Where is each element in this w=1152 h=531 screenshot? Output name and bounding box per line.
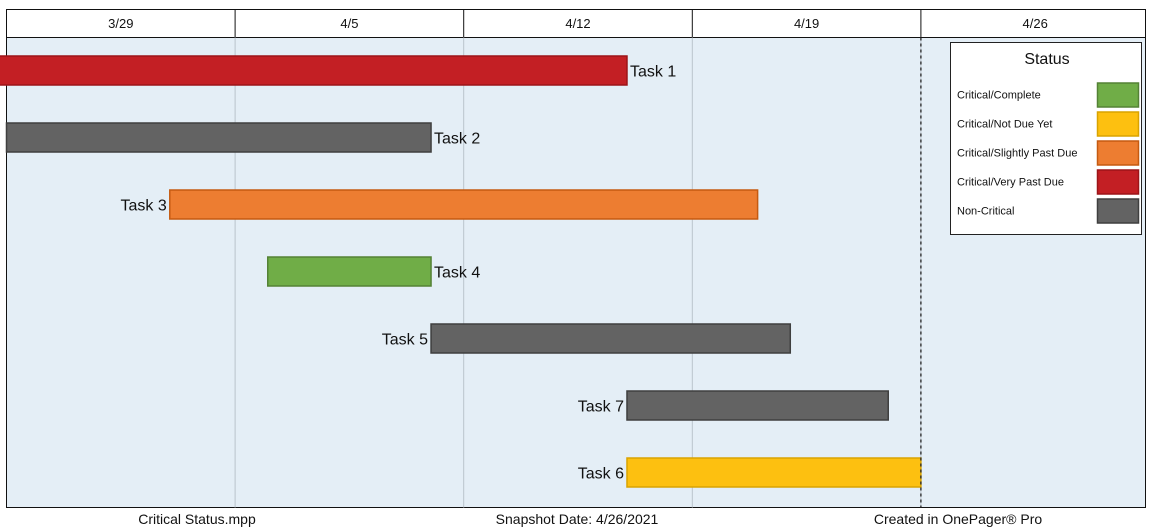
task-bar[interactable]: [430, 323, 792, 354]
task-bar[interactable]: [0, 55, 628, 86]
legend-swatch: [1096, 169, 1140, 195]
task-bar[interactable]: [626, 390, 889, 421]
task-label: Task 7: [578, 399, 624, 416]
task-bar[interactable]: [267, 256, 432, 287]
legend: Status Critical/Complete Critical/Not Due…: [950, 42, 1142, 235]
footer-file-name: Critical Status.mpp: [138, 511, 256, 527]
task-bar[interactable]: [5, 122, 432, 153]
task-bar[interactable]: [626, 457, 922, 488]
legend-label: Critical/Complete: [957, 90, 1041, 102]
footer-credit: Created in OnePager® Pro: [874, 511, 1043, 527]
legend-swatch: [1096, 82, 1140, 108]
task-label: Task 1: [630, 64, 676, 81]
legend-swatch: [1096, 140, 1140, 166]
task-bar[interactable]: [169, 189, 759, 220]
task-label: Task 3: [121, 198, 167, 215]
legend-title: Status: [1024, 51, 1069, 68]
legend-label: Non-Critical: [957, 206, 1014, 218]
legend-swatch: [1096, 111, 1140, 137]
footer-snapshot-date: Snapshot Date: 4/26/2021: [496, 511, 659, 527]
tick-label: 3/29: [108, 16, 133, 31]
tick-label: 4/12: [565, 16, 590, 31]
legend-label: Critical/Not Due Yet: [957, 119, 1052, 131]
task-label: Task 2: [434, 131, 480, 148]
task-label: Task 5: [382, 332, 428, 349]
task-bars: Task 1 Task 2 Task 3 Task 4 Task 5 Task 7 Task…: [0, 55, 922, 488]
timescale-header: [6, 9, 1146, 38]
tick-label: 4/19: [794, 16, 819, 31]
timescale-ticks: 3/29 4/5 4/12 4/19 4/26: [108, 9, 1048, 38]
legend-swatch: [1096, 198, 1140, 224]
tick-label: 4/5: [340, 16, 358, 31]
task-label: Task 4: [434, 265, 480, 282]
tick-label: 4/26: [1023, 16, 1048, 31]
legend-label: Critical/Very Past Due: [957, 177, 1064, 189]
legend-items: Critical/Complete Critical/Not Due Yet Cri…: [957, 82, 1140, 224]
legend-label: Critical/Slightly Past Due: [957, 148, 1077, 160]
task-label: Task 6: [578, 466, 624, 483]
